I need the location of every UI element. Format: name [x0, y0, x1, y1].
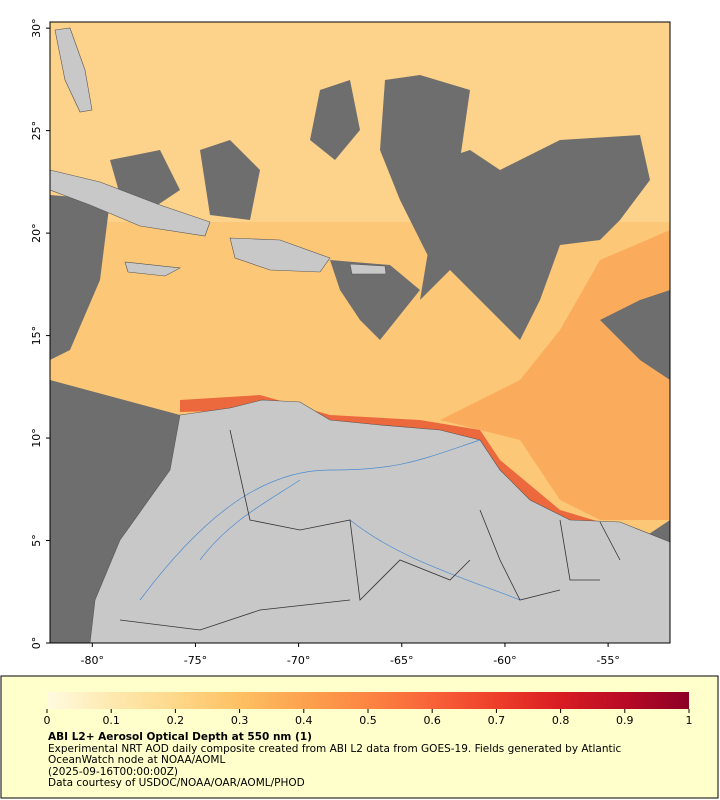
no-data [50, 75, 670, 643]
y-tick-label: 15° [30, 326, 43, 346]
caption-title: ABI L2+ Aerosol Optical Depth at 550 nm … [48, 731, 312, 743]
y-tick-label: 0° [30, 637, 43, 650]
caption-description: Experimental NRT AOD daily composite cre… [48, 742, 622, 766]
colorbar-tick-label: 0.7 [488, 714, 506, 727]
x-tick-label: -70° [287, 654, 310, 667]
colorbar-tick-label: 0.9 [616, 714, 634, 727]
colorbar-tick-label: 0.6 [423, 714, 441, 727]
colorbar-tick-label: 1 [686, 714, 693, 727]
colorbar-tick-label: 0.1 [102, 714, 120, 727]
map [49, 21, 671, 644]
colorbar-tick-label: 0.3 [231, 714, 249, 727]
x-tick-label: -75° [184, 654, 207, 667]
colorbar-tick-label: 0.8 [552, 714, 570, 727]
y-tick-label: 5° [30, 534, 43, 547]
aod-field-high [440, 230, 670, 520]
x-tick-label: -55° [596, 654, 619, 667]
y-tick-label: 10° [30, 428, 43, 448]
caption-date: (2025-09-16T00:00:00Z) [48, 765, 178, 778]
y-tick-label: 30° [30, 18, 43, 37]
y-tick-label: 20° [30, 223, 43, 243]
land [49, 27, 671, 644]
x-tick-label: -60° [493, 654, 516, 667]
map-frame [49, 21, 671, 644]
colorbar-tick-label: 0.4 [295, 714, 313, 727]
x-tick-label: -80° [81, 654, 104, 667]
y-tick-label: 25° [30, 121, 43, 141]
colorbar-tick-label: 0 [44, 714, 51, 727]
caption: ABI L2+ Aerosol Optical Depth at 550 nm … [48, 731, 678, 790]
colorbar [47, 692, 689, 709]
borders [119, 429, 621, 631]
x-tick-label: -65° [390, 654, 413, 667]
caption-credit: Data courtesy of USDOC/NOAA/OAR/AOML/PHO… [48, 777, 305, 789]
rivers [139, 439, 521, 601]
colorbar-tick-label: 0.5 [359, 714, 377, 727]
colorbar-tick-label: 0.2 [167, 714, 185, 727]
